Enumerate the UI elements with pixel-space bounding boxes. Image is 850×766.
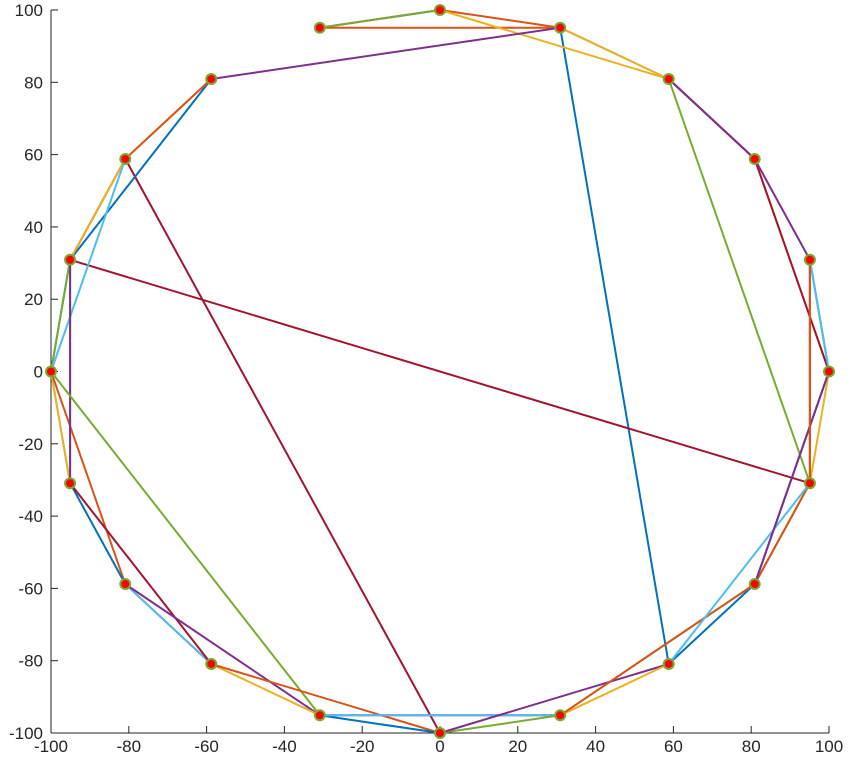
edge-path <box>667 482 811 665</box>
node-marker <box>748 578 761 591</box>
edge-path <box>559 663 670 717</box>
x-tick-label: 0 <box>435 737 444 756</box>
edge-path <box>318 9 441 29</box>
x-tick-label: 20 <box>508 737 527 756</box>
node-marker <box>64 253 77 266</box>
edge-path <box>210 26 562 80</box>
edge-path <box>808 258 830 373</box>
x-tick-label: -40 <box>272 737 297 756</box>
edge-path <box>69 482 213 665</box>
y-tick-label: 80 <box>24 73 43 92</box>
node-marker <box>313 709 326 722</box>
node-marker <box>803 477 816 490</box>
x-tick-label: -80 <box>117 737 142 756</box>
y-tick-label: -100 <box>9 724 43 743</box>
edge-path <box>318 714 441 734</box>
graph-nodes <box>45 4 835 739</box>
node-marker <box>205 73 218 86</box>
node-marker <box>662 657 675 670</box>
edge-path <box>559 26 670 80</box>
x-tick-label: -100 <box>34 737 68 756</box>
x-tick-label: 40 <box>586 737 605 756</box>
y-tick-label: -40 <box>18 507 43 526</box>
node-marker <box>434 4 446 16</box>
node-marker <box>434 727 446 739</box>
node-marker <box>748 152 761 165</box>
node-marker <box>823 365 835 378</box>
y-tick-label: 0 <box>34 363 43 382</box>
edge-path <box>124 78 213 160</box>
edge-path <box>50 370 321 717</box>
edge-path <box>559 583 756 717</box>
node-marker <box>119 578 132 591</box>
edge-path <box>50 370 72 485</box>
y-tick-label: -80 <box>18 652 43 671</box>
x-tick-label: 100 <box>815 737 843 756</box>
node-marker <box>64 477 77 490</box>
y-tick-label: -60 <box>18 579 43 598</box>
edge-path <box>124 583 213 665</box>
y-tick-label: 20 <box>24 290 43 309</box>
y-tick-label: 40 <box>24 218 43 237</box>
node-marker <box>205 657 218 670</box>
x-tick-label: 60 <box>664 737 683 756</box>
node-marker <box>554 21 567 34</box>
node-marker <box>45 365 57 378</box>
edge-path <box>210 663 441 734</box>
node-marker <box>119 152 132 165</box>
x-tick-label: -20 <box>350 737 375 756</box>
x-tick-label: -60 <box>194 737 219 756</box>
edge-path <box>439 663 670 734</box>
y-tick-label: 60 <box>24 146 43 165</box>
tick-labels: -100 -80 -60 -40 -20 0 20 40 60 80 100 -100 -80 -60 -4… <box>9 1 843 756</box>
y-tick-label: 100 <box>15 1 43 20</box>
node-marker <box>554 709 567 722</box>
edge-path <box>753 370 830 586</box>
node-marker <box>313 21 326 34</box>
edge-path <box>69 482 127 586</box>
edge-path <box>210 663 321 717</box>
y-tick-label: -20 <box>18 435 43 454</box>
x-tick-label: 80 <box>742 737 761 756</box>
node-marker <box>803 253 816 266</box>
node-marker <box>662 73 675 86</box>
